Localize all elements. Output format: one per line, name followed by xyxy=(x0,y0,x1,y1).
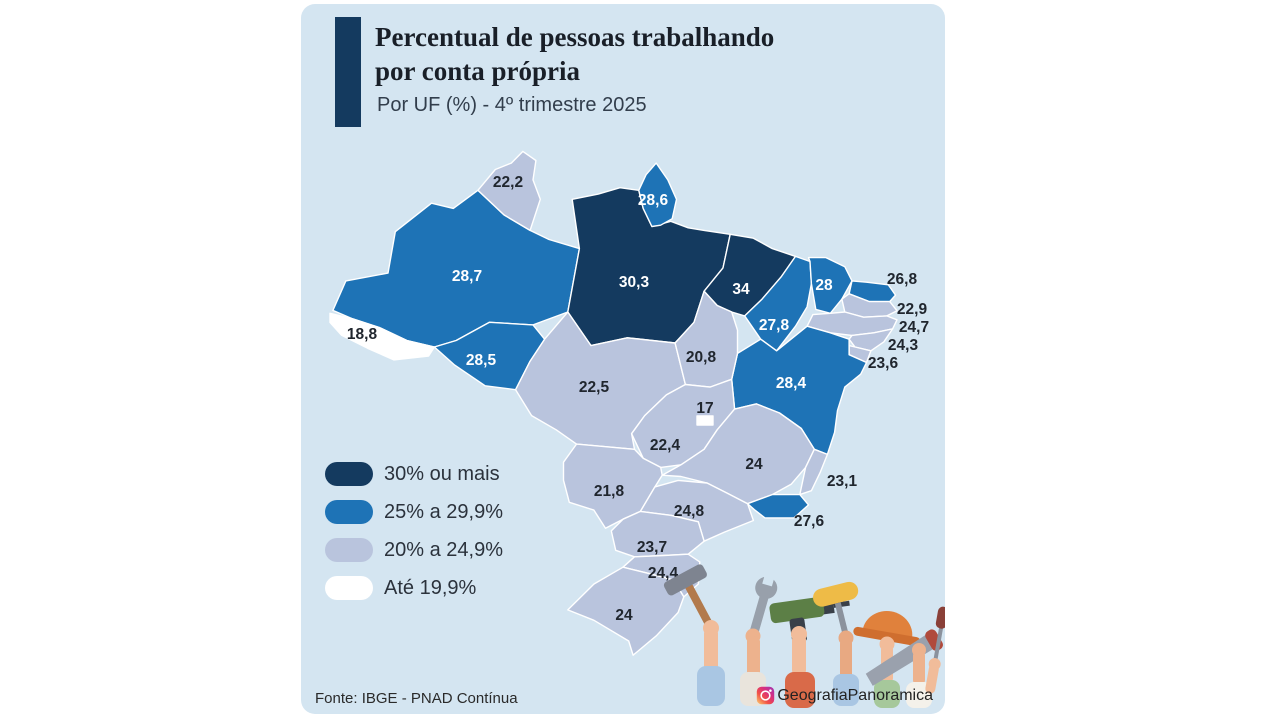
title-accent-bar xyxy=(335,17,361,127)
wrench-hand xyxy=(740,574,778,706)
legend-label-20-24: 20% a 24,9% xyxy=(384,538,503,561)
state-am-label: 28,7 xyxy=(452,268,482,285)
state-parana xyxy=(610,510,705,558)
state-mato-grosso xyxy=(514,311,687,450)
legend-item-30-plus: 30% ou mais xyxy=(325,462,503,486)
state-to-label: 20,8 xyxy=(686,349,717,366)
state-ro-label: 28,5 xyxy=(466,352,497,369)
title-line-1: Percentual de pessoas trabalhando xyxy=(375,22,775,52)
legend-label-under-20: Até 19,9% xyxy=(384,576,477,599)
state-rio-grande-do-sul xyxy=(567,566,685,656)
screwdriver-hand xyxy=(925,606,945,694)
state-pi-label: 27,8 xyxy=(759,317,790,334)
state-ma-label: 34 xyxy=(732,281,750,298)
wrench-icon xyxy=(748,574,778,639)
state-ac-label: 18,8 xyxy=(347,326,378,343)
state-rs-label: 24 xyxy=(615,607,633,624)
state-ceara xyxy=(807,256,853,314)
legend-item-under-20: Até 19,9% xyxy=(325,576,503,600)
state-ap-label: 28,6 xyxy=(638,192,669,209)
state-pe-label: 24,7 xyxy=(899,319,929,336)
state-value-labels: 28,7 30,3 34 27,8 28 26,8 22,9 24,7 24,3… xyxy=(347,174,929,624)
state-al-label: 24,3 xyxy=(888,337,919,354)
roller-hand xyxy=(813,581,859,706)
instagram-icon xyxy=(757,686,775,705)
legend-swatch-25-29 xyxy=(325,500,373,524)
drill-hand xyxy=(769,597,850,708)
state-sp-label: 24,8 xyxy=(674,503,705,520)
state-espirito-santo xyxy=(799,448,829,496)
state-se-label: 23,6 xyxy=(868,355,899,372)
state-es-label: 23,1 xyxy=(827,473,858,490)
state-pr-label: 23,7 xyxy=(637,539,667,556)
state-mg-label: 24 xyxy=(745,456,763,473)
state-mato-grosso-do-sul xyxy=(562,443,663,529)
legend-label-25-29: 25% a 29,9% xyxy=(384,500,503,523)
state-sc-label: 24,4 xyxy=(648,565,679,582)
state-df-label: 17 xyxy=(696,400,713,417)
hammer-icon xyxy=(663,564,716,633)
infographic-title: Percentual de pessoas trabalhando por co… xyxy=(375,20,774,88)
title-line-2: por conta própria xyxy=(375,56,581,86)
state-roraima xyxy=(477,150,541,232)
state-rr-label: 22,2 xyxy=(493,174,523,191)
state-alagoas xyxy=(848,328,894,352)
state-rio-de-janeiro xyxy=(746,493,810,519)
state-mt-label: 22,5 xyxy=(579,379,610,396)
state-rn-label: 26,8 xyxy=(887,271,918,288)
legend-label-30-plus: 30% ou mais xyxy=(384,462,500,485)
state-rj-label: 27,6 xyxy=(794,513,825,530)
infographic-panel: 28,7 30,3 34 27,8 28 26,8 22,9 24,7 24,3… xyxy=(301,4,945,714)
state-ce-label: 28 xyxy=(815,277,833,294)
brazil-choropleth-map: 28,7 30,3 34 27,8 28 26,8 22,9 24,7 24,3… xyxy=(329,150,945,708)
source-credit: Fonte: IBGE - PNAD Contínua xyxy=(315,690,518,707)
tools-illustration xyxy=(663,564,945,708)
legend-swatch-20-24 xyxy=(325,538,373,562)
state-pb-label: 22,9 xyxy=(897,301,928,318)
state-pa-label: 30,3 xyxy=(619,274,650,291)
legend-swatch-30-plus xyxy=(325,462,373,486)
legend-item-20-24: 20% a 24,9% xyxy=(325,538,503,562)
state-shapes xyxy=(329,150,898,656)
map-legend: 30% ou mais 25% a 29,9% 20% a 24,9% Até … xyxy=(325,462,503,614)
state-distrito-federal xyxy=(696,415,714,426)
state-acre xyxy=(329,312,436,361)
legend-item-25-29: 25% a 29,9% xyxy=(325,500,503,524)
hammer-hand xyxy=(663,564,725,706)
instagram-handle: GeografiaPanoramica xyxy=(777,686,933,704)
saw-hand xyxy=(865,629,943,708)
infographic-subtitle: Por UF (%) - 4º trimestre 2025 xyxy=(377,94,647,116)
screwdriver-icon xyxy=(933,606,945,661)
legend-swatch-under-20 xyxy=(325,576,373,600)
state-ms-label: 21,8 xyxy=(594,483,625,500)
state-go-label: 22,4 xyxy=(650,437,681,454)
hard-hat-icon xyxy=(853,611,921,647)
paint-roller-icon xyxy=(813,581,859,639)
state-ba-label: 28,4 xyxy=(776,375,807,392)
instagram-credit: GeografiaPanoramica xyxy=(756,686,933,705)
state-amapa xyxy=(638,162,678,228)
